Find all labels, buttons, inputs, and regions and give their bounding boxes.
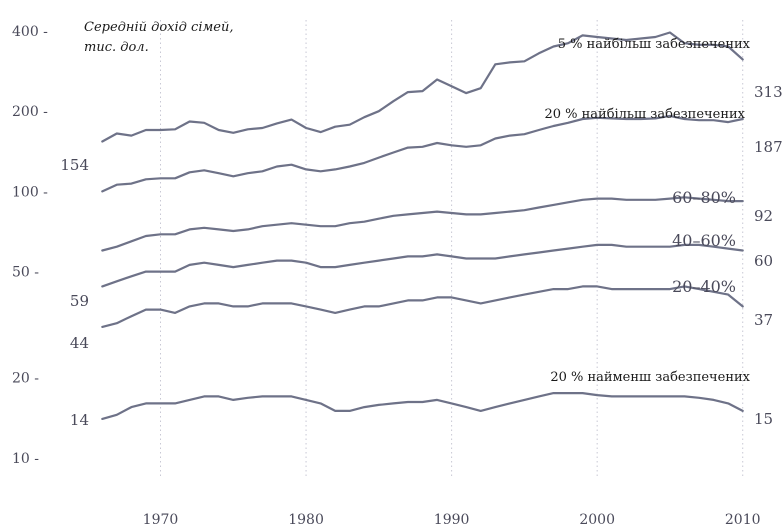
y-tick-label-100: 100 - xyxy=(12,184,48,200)
axis-layer: 1970 1980 1990 2000 2010 10 - 20 - 50 - 100 - 200… xyxy=(12,24,761,528)
series-line-0 xyxy=(101,31,744,143)
series-layer xyxy=(101,31,744,420)
end-value-label-4: 37 xyxy=(754,311,773,329)
y-tick-label-50: 50 - xyxy=(12,265,39,281)
series-line-4 xyxy=(101,285,744,328)
end-value-label-3: 60 xyxy=(754,252,773,270)
x-tick-label-1980: 1980 xyxy=(288,512,324,528)
end-value-label-5: 15 xyxy=(754,410,773,428)
y-axis-label-line-2: тис. дол. xyxy=(84,40,149,55)
end-value-label-2: 92 xyxy=(754,207,773,225)
end-value-label-1: 187 xyxy=(754,138,783,156)
series-label-2: 60–80% xyxy=(672,188,736,207)
series-label-5: 20 % найменш забезпечених xyxy=(550,370,750,385)
series-label-1: 20 % найбільш забезпечених xyxy=(544,107,745,122)
series-label-0: 5 % найбільш забезпечених xyxy=(558,37,751,52)
x-tick-label-2000: 2000 xyxy=(579,512,615,528)
x-tick-label-2010: 2010 xyxy=(725,512,761,528)
x-tick-label-1990: 1990 xyxy=(434,512,470,528)
grid-layer xyxy=(160,20,744,478)
series-label-3: 40–60% xyxy=(672,231,736,250)
y-axis-label-line-1: Середній дохід сімей, xyxy=(84,20,233,35)
series-line-3 xyxy=(101,243,744,288)
end-value-label-0: 313 xyxy=(754,83,783,101)
series-line-2 xyxy=(101,196,744,252)
y-tick-label-10: 10 - xyxy=(12,451,39,467)
series-line-1 xyxy=(101,114,744,193)
series-line-5 xyxy=(101,392,744,420)
series-label-4: 20–40% xyxy=(672,277,736,296)
y-tick-label-400: 400 - xyxy=(12,24,48,40)
label-layer: 5 % найбільш забезпечених 20 % найбільш з… xyxy=(60,37,782,429)
start-value-label-0: 154 xyxy=(60,156,89,174)
start-value-label-3: 59 xyxy=(70,292,89,310)
y-tick-label-20: 20 - xyxy=(12,371,39,387)
start-value-label-4: 44 xyxy=(70,334,89,352)
y-tick-label-200: 200 - xyxy=(12,104,48,120)
start-value-label-bottom: 14 xyxy=(70,411,89,429)
x-tick-label-1970: 1970 xyxy=(143,512,179,528)
